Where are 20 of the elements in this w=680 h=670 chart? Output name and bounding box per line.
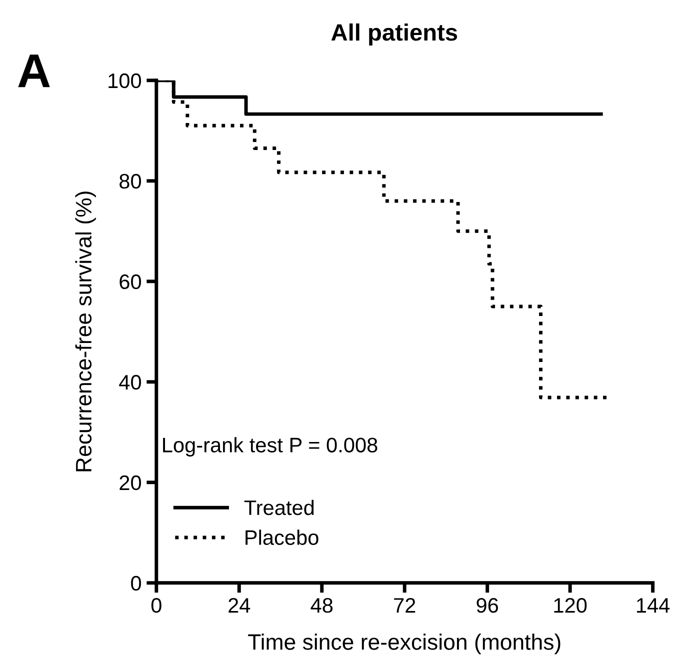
x-tick-label: 72: [394, 598, 416, 613]
x-tick-label: 96: [476, 598, 498, 613]
x-tick-label: 120: [554, 598, 587, 613]
y-tick-label: 20: [120, 475, 142, 490]
y-axis-title: Recurrence-free survival (%): [75, 192, 96, 472]
annotation: Log-rank test P = 0.008: [163, 437, 378, 457]
y-tick-label: 80: [120, 174, 142, 189]
y-tick-label: 100: [108, 73, 142, 88]
x-axis-title: Time since re-excision (months): [248, 634, 560, 654]
x-tick-label: 0: [151, 598, 162, 613]
y-tick-label: 60: [120, 274, 142, 290]
chart-title: All patients: [331, 23, 458, 46]
y-tick-label: 40: [119, 374, 142, 390]
y-tick-label: 0: [131, 576, 142, 591]
x-tick-label: 24: [228, 598, 250, 613]
legend-label: Placebo: [246, 530, 318, 545]
x-tick-label: 48: [310, 598, 333, 613]
legend-label: Treated: [244, 500, 314, 516]
text: A: [18, 54, 50, 88]
x-tick-label: 144: [637, 598, 670, 613]
